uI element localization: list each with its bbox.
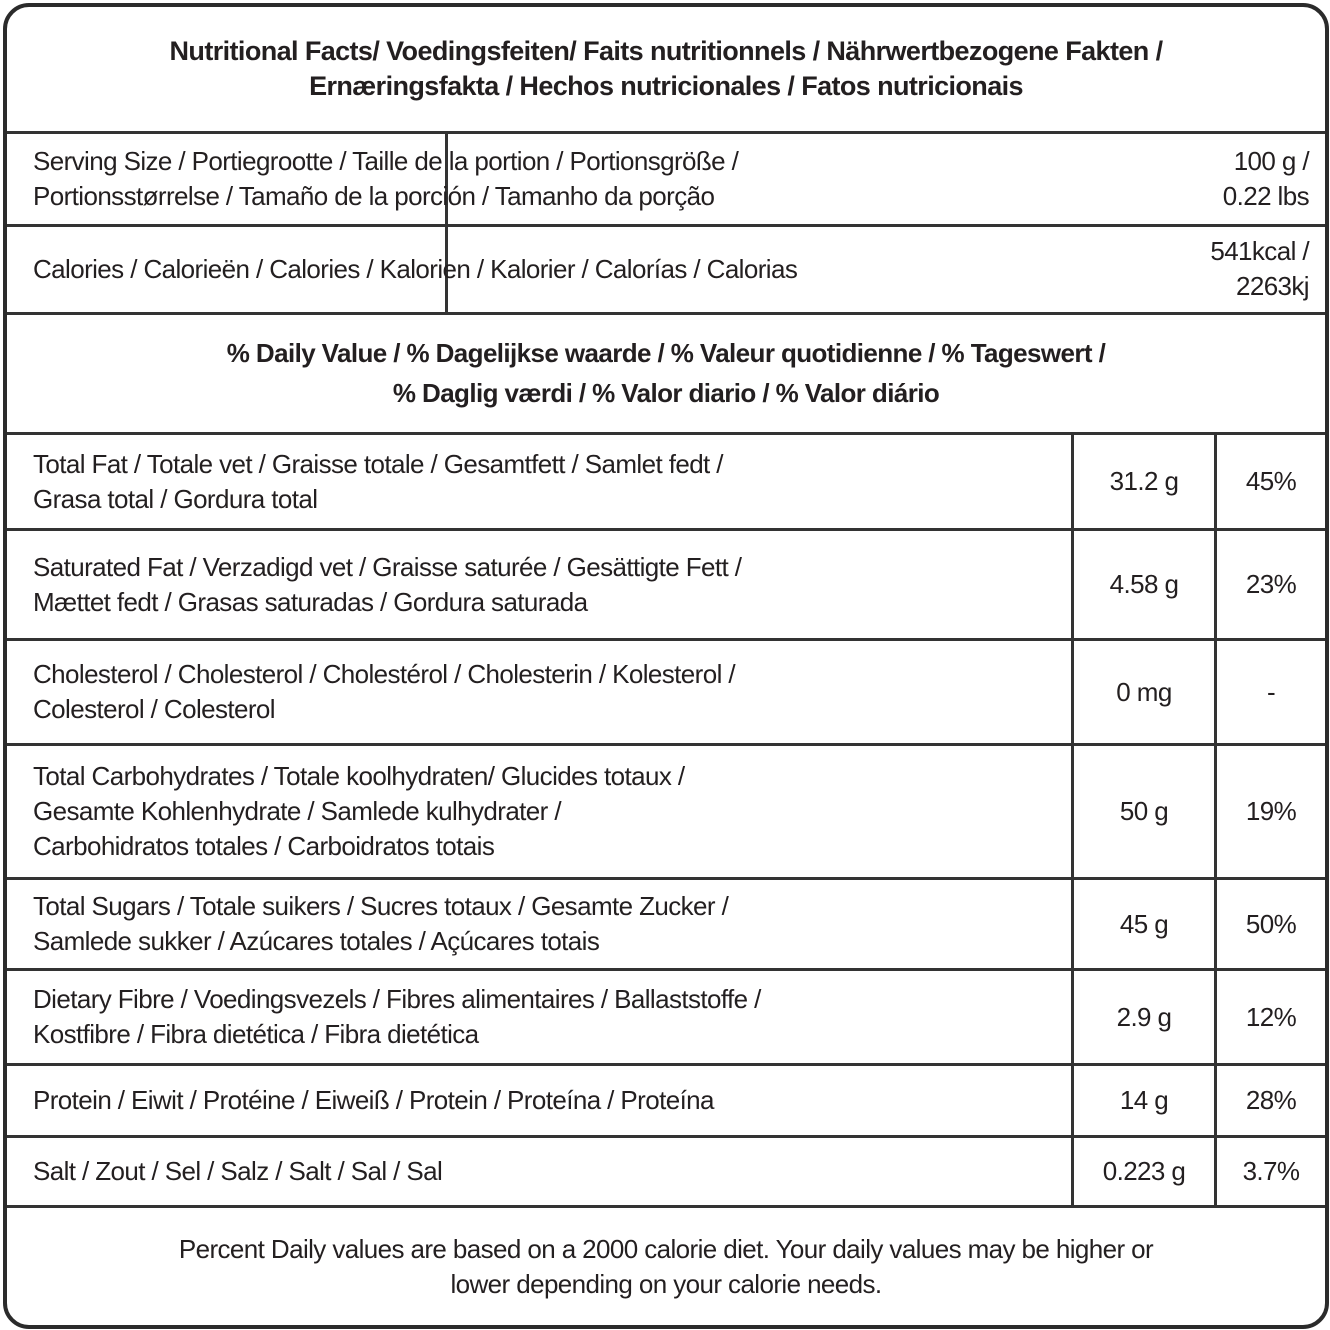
label-line: Saturated Fat / Verzadigd vet / Graisse … <box>33 551 742 582</box>
serving-value: 100 g / 0.22 lbs <box>444 130 1325 225</box>
nutrient-label: Cholesterol / Cholesterol / Cholestérol … <box>7 638 1073 745</box>
nutrient-amount: 0 mg <box>1071 638 1216 745</box>
label-line: Total Carbohydrates / Totale koolhydrate… <box>33 761 685 791</box>
header-line: % Daily Value / % Dagelijkse waarde / % … <box>226 338 1106 369</box>
nutrient-daily-value: 45% <box>1214 432 1325 530</box>
value-line: 100 g / <box>1233 145 1310 176</box>
value-line: 0.22 lbs <box>1222 180 1310 211</box>
nutrient-row: Protein / Eiwit / Protéine / Eiweiß / Pr… <box>7 1063 1325 1137</box>
nutrient-amount: 45 g <box>1071 877 1216 970</box>
label-line: Calories / Calorieën / Calories / Kalori… <box>33 253 798 284</box>
nutrient-row: Cholesterol / Cholesterol / Cholestérol … <box>7 638 1325 745</box>
label-line: Carbohidratos totales / Carboidratos tot… <box>33 831 495 861</box>
label-line: Dietary Fibre / Voedingsvezels / Fibres … <box>33 984 761 1014</box>
nutrient-amount: 0.223 g <box>1071 1135 1216 1205</box>
nutrient-amount: 50 g <box>1071 743 1216 879</box>
label-line: Cholesterol / Cholesterol / Cholestérol … <box>33 659 736 689</box>
value-line: 541kcal / <box>1210 236 1309 266</box>
nutrient-row: Salt / Zout / Sel / Salz / Salt / Sal / … <box>7 1135 1325 1205</box>
nutrient-label: Total Carbohydrates / Totale koolhydrate… <box>7 743 1073 879</box>
nutrition-table: Nutritional Facts/ Voedingsfeiten/ Faits… <box>7 7 1325 432</box>
label-title: Nutritional Facts/ Voedingsfeiten/ Faits… <box>7 7 1325 132</box>
footer-note: Percent Daily values are based on a 2000… <box>7 1204 1325 1326</box>
nutrient-row: Saturated Fat / Verzadigd vet / Graisse … <box>7 528 1325 640</box>
label-line: Samlede sukker / Azúcares totales / Açúc… <box>33 926 600 956</box>
nutrient-daily-value: 12% <box>1214 968 1325 1065</box>
label-line: Salt / Zout / Sel / Salz / Salt / Sal / … <box>33 1155 443 1186</box>
header-line: % Daglig værdi / % Valor diario / % Valo… <box>392 378 940 409</box>
label-line: Gesamte Kohlenhydrate / Samlede kulhydra… <box>33 796 562 826</box>
footer-line: lower depending on your calorie needs. <box>450 1268 882 1299</box>
serving-label: Serving Size / Portiegrootte / Taille de… <box>7 130 739 225</box>
nutrient-row: Total Sugars / Totale suikers / Sucres t… <box>7 877 1325 970</box>
nutrient-daily-value: 23% <box>1214 528 1325 640</box>
serving-row: Serving Size / Portiegrootte / Taille de… <box>7 130 1325 225</box>
nutrient-daily-value: - <box>1214 638 1325 745</box>
title-line: Ernæringsfakta / Hechos nutricionales / … <box>309 70 1023 101</box>
nutrients-table: Total Fat / Totale vet / Graisse totale … <box>7 432 1325 1205</box>
nutrient-amount: 31.2 g <box>1071 432 1216 530</box>
nutrient-label: Dietary Fibre / Voedingsvezels / Fibres … <box>7 968 1073 1065</box>
label-line: Portionsstørrelse / Tamaño de la porción… <box>33 180 715 211</box>
value-line: 2263kj <box>1235 271 1310 301</box>
label-line: Total Fat / Totale vet / Graisse totale … <box>33 448 724 479</box>
nutrient-daily-value: 50% <box>1214 877 1325 970</box>
title-row: Nutritional Facts/ Voedingsfeiten/ Faits… <box>7 7 1325 132</box>
calories-value: 541kcal / 2263kj <box>444 223 1325 313</box>
nutrient-daily-value: 3.7% <box>1214 1135 1325 1205</box>
label-line: Mættet fedt / Grasas saturadas / Gordura… <box>33 586 588 617</box>
nutrient-label: Saturated Fat / Verzadigd vet / Graisse … <box>7 528 1073 640</box>
nutrient-daily-value: 19% <box>1214 743 1325 879</box>
footer-line: Percent Daily values are based on a 2000… <box>178 1233 1154 1264</box>
daily-value-header: % Daily Value / % Dagelijkse waarde / % … <box>7 311 1325 432</box>
label-line: Total Sugars / Totale suikers / Sucres t… <box>33 891 729 921</box>
nutrient-row: Total Carbohydrates / Totale koolhydrate… <box>7 743 1325 879</box>
label-line: Colesterol / Colesterol <box>33 694 276 724</box>
nutrient-daily-value: 28% <box>1214 1063 1325 1137</box>
label-line: Kostfibre / Fibra dietética / Fibra diet… <box>33 1019 479 1049</box>
label-line: Serving Size / Portiegrootte / Taille de… <box>33 145 739 176</box>
calories-row: Calories / Calorieën / Calories / Kalori… <box>7 223 1325 313</box>
label-line: Protein / Eiwit / Protéine / Eiweiß / Pr… <box>33 1085 715 1115</box>
calories-label: Calories / Calorieën / Calories / Kalori… <box>7 223 798 313</box>
nutrient-label: Total Sugars / Totale suikers / Sucres t… <box>7 877 1073 970</box>
nutrient-row: Total Fat / Totale vet / Graisse totale … <box>7 432 1325 530</box>
nutrition-facts-label: Nutritional Facts/ Voedingsfeiten/ Faits… <box>3 3 1329 1329</box>
nutrient-amount: 2.9 g <box>1071 968 1216 1065</box>
daily-value-header-row: % Daily Value / % Dagelijkse waarde / % … <box>7 311 1325 432</box>
title-line: Nutritional Facts/ Voedingsfeiten/ Faits… <box>169 35 1164 66</box>
nutrient-amount: 14 g <box>1071 1063 1216 1137</box>
nutrient-label: Protein / Eiwit / Protéine / Eiweiß / Pr… <box>7 1063 1073 1137</box>
nutrient-amount: 4.58 g <box>1071 528 1216 640</box>
nutrient-label: Total Fat / Totale vet / Graisse totale … <box>7 432 1073 530</box>
nutrient-row: Dietary Fibre / Voedingsvezels / Fibres … <box>7 968 1325 1065</box>
label-line: Grasa total / Gordura total <box>33 483 318 514</box>
nutrient-label: Salt / Zout / Sel / Salz / Salt / Sal / … <box>7 1135 1073 1205</box>
